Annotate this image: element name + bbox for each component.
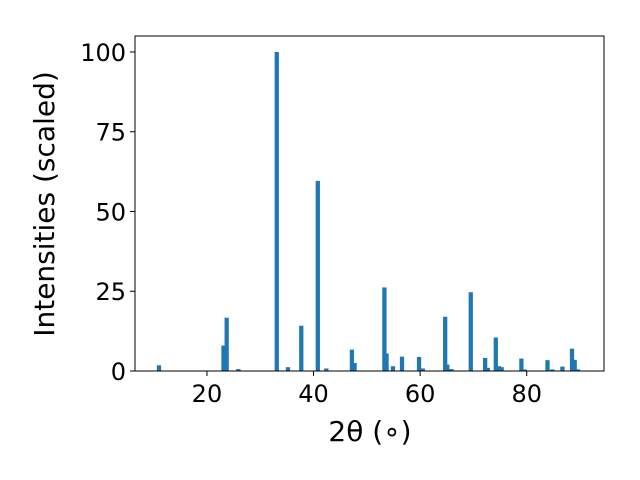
bar (236, 369, 241, 371)
y-tick-label: 0 (111, 358, 126, 386)
y-tick-label: 100 (80, 39, 126, 67)
bar-series (156, 51, 581, 371)
x-tick-label: 40 (298, 380, 329, 408)
bar (443, 316, 448, 371)
bar (420, 368, 425, 371)
bar (382, 287, 387, 371)
bar (416, 356, 422, 371)
bar (550, 369, 555, 371)
bar (569, 348, 575, 371)
bar (274, 51, 279, 371)
bar (449, 369, 454, 371)
x-axis-label: 2θ (∘) (328, 415, 411, 448)
y-tick-label: 50 (95, 198, 126, 226)
bar (352, 363, 357, 371)
bar (468, 292, 473, 371)
bar (445, 364, 450, 371)
bar (522, 369, 527, 371)
y-tick-label: 75 (95, 119, 126, 147)
bar (399, 356, 405, 371)
bar (545, 360, 550, 371)
bar (499, 367, 504, 371)
bar (572, 359, 577, 371)
bar (485, 367, 490, 371)
plot-frame (134, 35, 605, 372)
x-axis-ticks: 20 40 60 80 (192, 371, 542, 408)
bar (285, 367, 291, 371)
bar (156, 365, 162, 371)
bar (324, 368, 329, 371)
bar (384, 353, 389, 371)
y-axis-ticks: 0 25 50 75 100 (80, 39, 135, 386)
bar (519, 358, 524, 371)
y-axis-label: Intensities (scaled) (28, 71, 61, 337)
x-tick-label: 60 (405, 380, 436, 408)
x-tick-label: 20 (192, 380, 223, 408)
bar (224, 317, 229, 371)
bar (390, 366, 396, 371)
bar (483, 357, 488, 371)
bar (493, 337, 498, 371)
bar (221, 345, 226, 371)
bar (299, 325, 304, 371)
bar (349, 349, 355, 371)
x-tick-label: 80 (511, 380, 542, 408)
bar (575, 369, 581, 371)
y-tick-label: 25 (95, 278, 126, 306)
bar (496, 366, 502, 371)
bar (315, 180, 320, 371)
bar (560, 366, 565, 371)
